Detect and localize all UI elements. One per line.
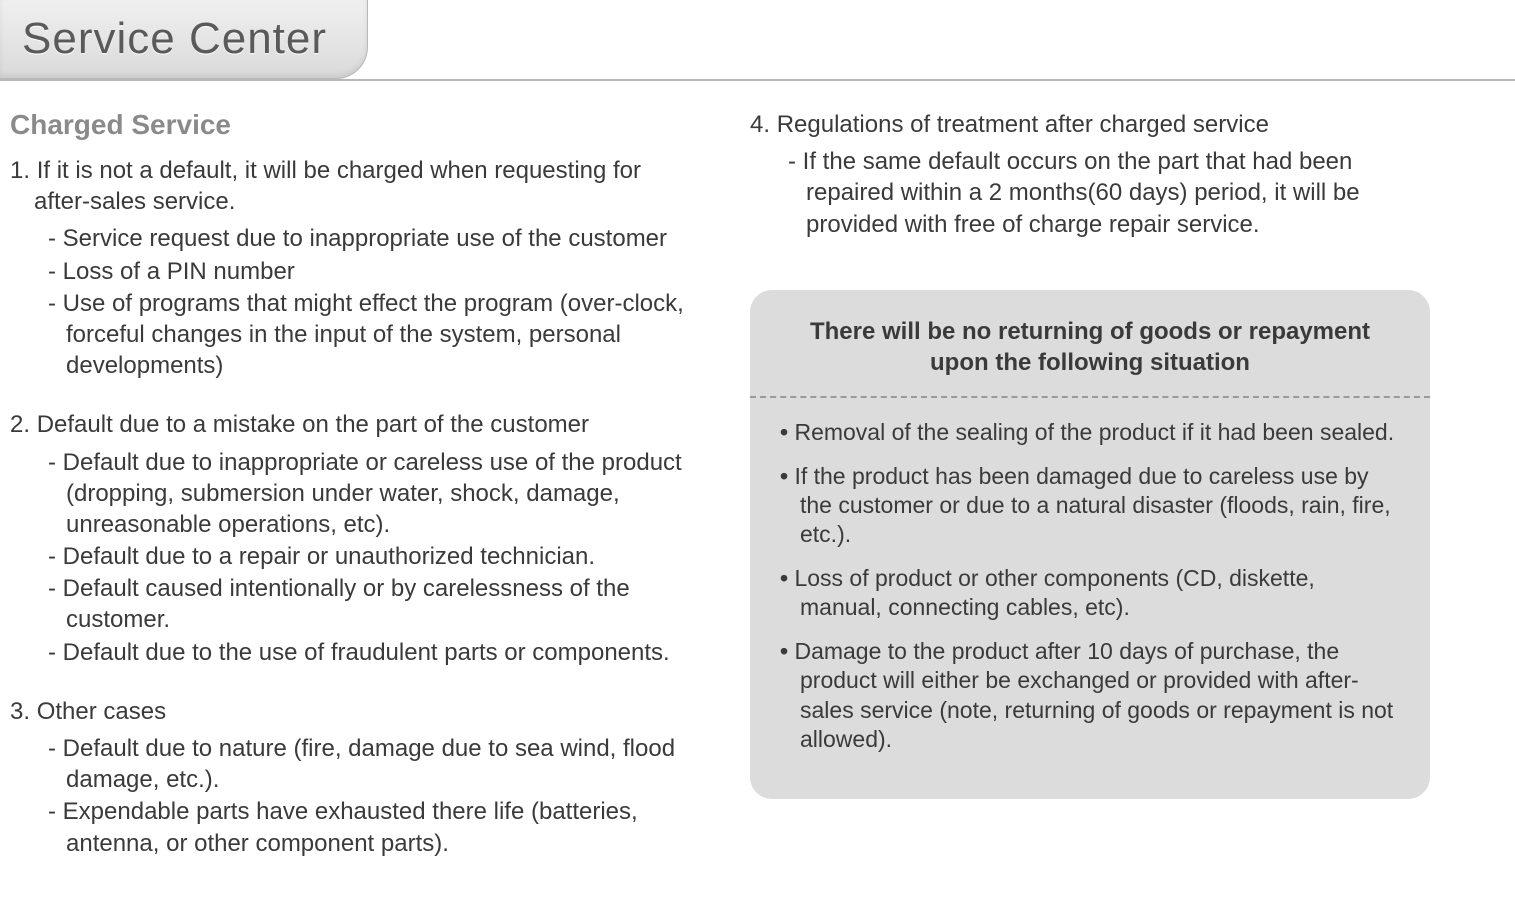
sub-item: Default due to inappropriate or careless… (48, 447, 690, 541)
title-tab: Service Center (0, 0, 368, 79)
item-text: Other cases (37, 698, 166, 725)
sub-item: Default due to a repair or unauthorized … (48, 541, 690, 572)
notice-bullet: If the product has been damaged due to c… (780, 462, 1400, 550)
item4-block: 4. Regulations of treatment after charge… (750, 109, 1430, 240)
sub-item: Use of programs that might effect the pr… (48, 288, 690, 382)
page-title: Service Center (22, 14, 327, 64)
item-number: 2. (10, 411, 30, 438)
notice-bullet-list: Removal of the sealing of the product if… (780, 418, 1400, 754)
numbered-item: 2. Default due to a mistake on the part … (10, 409, 690, 440)
sub-list: Default due to nature (fire, damage due … (10, 733, 690, 859)
sub-list: Service request due to inappropriate use… (10, 223, 690, 381)
notice-bullet: Loss of product or other components (CD,… (780, 564, 1400, 623)
notice-bullet: Removal of the sealing of the product if… (780, 418, 1400, 447)
sub-item: Default caused intentionally or by carel… (48, 573, 690, 635)
sub-list: Default due to inappropriate or careless… (10, 447, 690, 668)
sub-item: Service request due to inappropriate use… (48, 223, 690, 254)
sub-list: If the same default occurs on the part t… (750, 146, 1430, 240)
section-heading: Charged Service (10, 109, 690, 141)
sub-item: Default due to the use of fraudulent par… (48, 637, 690, 668)
numbered-item: 1. If it is not a default, it will be ch… (10, 155, 690, 217)
right-column: 4. Regulations of treatment after charge… (750, 109, 1430, 887)
sub-item: Expendable parts have exhausted there li… (48, 796, 690, 858)
numbered-item: 4. Regulations of treatment after charge… (750, 109, 1430, 140)
item-number: 1. (10, 157, 30, 184)
item-number: 4. (750, 111, 770, 138)
left-column: Charged Service 1. If it is not a defaul… (10, 109, 690, 887)
content-area: Charged Service 1. If it is not a defaul… (0, 109, 1515, 887)
sub-item: Default due to nature (fire, damage due … (48, 733, 690, 795)
notice-title: There will be no returning of goods or r… (780, 316, 1400, 378)
dashed-separator (750, 396, 1430, 398)
numbered-item: 3. Other cases (10, 696, 690, 727)
sub-item: Loss of a PIN number (48, 256, 690, 287)
notice-box: There will be no returning of goods or r… (750, 290, 1430, 799)
item-text: Default due to a mistake on the part of … (37, 411, 589, 438)
item-text: If it is not a default, it will be charg… (34, 157, 641, 215)
notice-bullet: Damage to the product after 10 days of p… (780, 637, 1400, 755)
title-bar: Service Center (0, 0, 1515, 81)
item-text: Regulations of treatment after charged s… (777, 111, 1269, 138)
item-number: 3. (10, 698, 30, 725)
sub-item: If the same default occurs on the part t… (788, 146, 1430, 240)
